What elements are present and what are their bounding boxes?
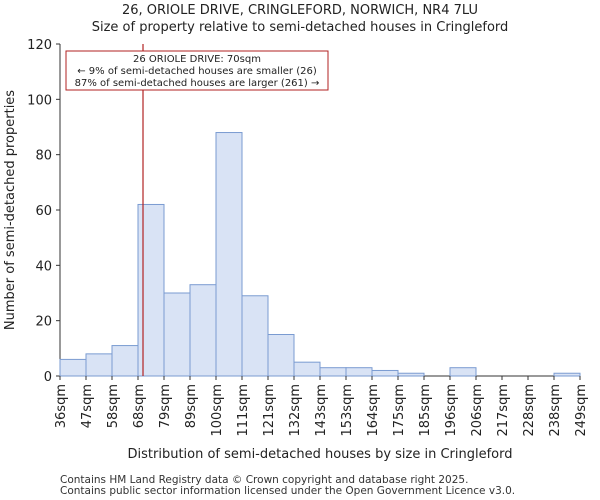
bar	[397, 372, 425, 377]
annotation-line-2: ← 9% of semi-detached houses are smaller…	[77, 66, 317, 77]
x-tick-label: 89sqm	[184, 384, 199, 428]
y-tick-label: 120	[27, 38, 52, 53]
bar	[189, 284, 217, 377]
bar	[215, 132, 243, 377]
x-tick-label: 121sqm	[262, 384, 277, 437]
chart-title: 26, ORIOLE DRIVE, CRINGLEFORD, NORWICH, …	[121, 3, 478, 18]
y-tick-label: 60	[35, 204, 52, 219]
bar	[111, 345, 139, 377]
x-tick-label: 185sqm	[418, 384, 433, 437]
y-tick-label: 20	[35, 315, 52, 330]
bar	[319, 367, 347, 377]
x-tick-label: 217sqm	[496, 384, 511, 437]
bar	[59, 358, 87, 377]
x-tick-label: 100sqm	[210, 384, 225, 437]
bar	[553, 372, 581, 377]
annotation-line-1: 26 ORIOLE DRIVE: 70sqm	[133, 54, 261, 65]
annotation-box	[65, 50, 329, 91]
y-axis-title: Number of semi-detached properties	[3, 90, 18, 330]
x-tick-label: 153sqm	[340, 384, 355, 437]
x-tick-label: 206sqm	[470, 384, 485, 437]
x-tick-label: 238sqm	[548, 384, 563, 437]
x-tick-label: 58sqm	[106, 384, 121, 428]
y-tick-label: 0	[44, 370, 52, 385]
x-tick-label: 228sqm	[522, 384, 537, 437]
x-tick-label: 175sqm	[392, 384, 407, 437]
x-tick-label: 36sqm	[54, 384, 69, 428]
x-tick-label: 79sqm	[158, 384, 173, 428]
bar	[137, 203, 165, 377]
bar	[371, 369, 399, 377]
bar	[85, 353, 113, 377]
x-tick-label: 196sqm	[444, 384, 459, 437]
bar	[267, 334, 295, 377]
bar	[241, 295, 269, 377]
bar	[345, 367, 373, 377]
x-tick-label: 249sqm	[574, 384, 589, 437]
x-tick-label: 111sqm	[236, 384, 251, 437]
annotation-line-3: 87% of semi-detached houses are larger (…	[75, 78, 320, 89]
y-tick-label: 40	[35, 259, 52, 274]
bar	[293, 361, 321, 377]
y-tick-label: 80	[35, 149, 52, 164]
x-axis-title: Distribution of semi-detached houses by …	[128, 447, 513, 462]
footer-line-1: Contains HM Land Registry data © Crown c…	[60, 474, 469, 486]
x-tick-label: 132sqm	[288, 384, 303, 437]
x-tick-label: 68sqm	[132, 384, 147, 428]
x-tick-label: 47sqm	[80, 384, 95, 428]
x-tick-label: 143sqm	[314, 384, 329, 437]
x-tick-label: 164sqm	[366, 384, 381, 437]
chart-subtitle: Size of property relative to semi-detach…	[91, 20, 509, 35]
footer-line-2: Contains public sector information licen…	[60, 485, 516, 497]
bar	[163, 292, 191, 377]
bar	[449, 367, 477, 377]
y-tick-label: 100	[27, 93, 52, 108]
